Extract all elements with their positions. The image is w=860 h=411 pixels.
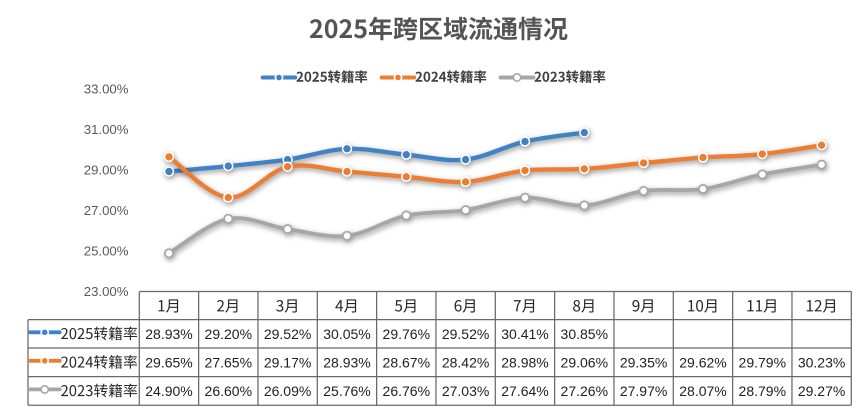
svg-text:28.79%: 28.79% [739, 383, 786, 399]
svg-text:27.97%: 27.97% [620, 383, 667, 399]
svg-text:29.52%: 29.52% [264, 326, 311, 342]
svg-text:30.23%: 30.23% [798, 354, 845, 370]
svg-text:28.93%: 28.93% [145, 326, 192, 342]
svg-text:29.06%: 29.06% [561, 354, 608, 370]
svg-text:27.64%: 27.64% [501, 383, 548, 399]
svg-text:23.00%: 23.00% [84, 284, 129, 299]
svg-text:25.76%: 25.76% [323, 383, 370, 399]
svg-text:26.60%: 26.60% [205, 383, 252, 399]
svg-text:29.52%: 29.52% [442, 326, 489, 342]
svg-text:28.93%: 28.93% [323, 354, 370, 370]
svg-text:27.65%: 27.65% [205, 354, 252, 370]
svg-text:29.76%: 29.76% [383, 326, 430, 342]
svg-text:26.09%: 26.09% [264, 383, 311, 399]
svg-text:27.03%: 27.03% [442, 383, 489, 399]
svg-text:28.42%: 28.42% [442, 354, 489, 370]
svg-text:29.17%: 29.17% [264, 354, 311, 370]
svg-text:29.20%: 29.20% [205, 326, 252, 342]
svg-text:29.35%: 29.35% [620, 354, 667, 370]
svg-text:28.07%: 28.07% [679, 383, 726, 399]
svg-text:31.00%: 31.00% [84, 122, 129, 137]
svg-text:29.65%: 29.65% [145, 354, 192, 370]
svg-text:29.79%: 29.79% [739, 354, 786, 370]
svg-text:30.41%: 30.41% [501, 326, 548, 342]
svg-text:33.00%: 33.00% [84, 81, 129, 96]
svg-text:29.62%: 29.62% [679, 354, 726, 370]
svg-text:24.90%: 24.90% [145, 383, 192, 399]
svg-text:28.98%: 28.98% [501, 354, 548, 370]
svg-text:27.26%: 27.26% [561, 383, 608, 399]
svg-text:25.00%: 25.00% [84, 244, 129, 259]
svg-text:29.00%: 29.00% [84, 162, 129, 177]
svg-text:28.67%: 28.67% [383, 354, 430, 370]
svg-text:26.76%: 26.76% [383, 383, 430, 399]
svg-text:27.00%: 27.00% [84, 203, 129, 218]
svg-text:30.85%: 30.85% [561, 326, 608, 342]
svg-text:30.05%: 30.05% [323, 326, 370, 342]
svg-text:29.27%: 29.27% [798, 383, 845, 399]
